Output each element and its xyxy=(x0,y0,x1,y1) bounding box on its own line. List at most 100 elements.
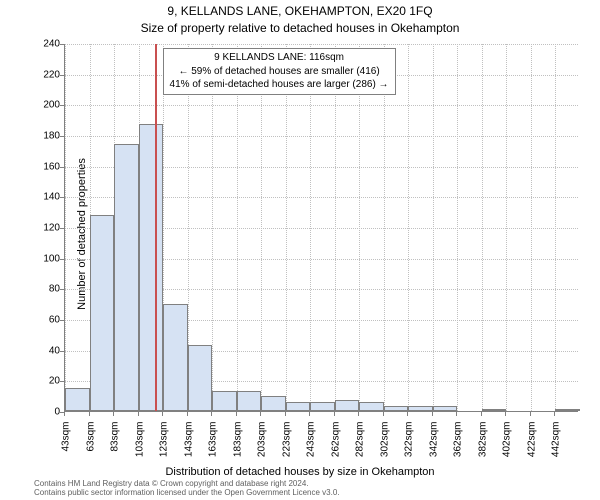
annotation-line: ← 59% of detached houses are smaller (41… xyxy=(170,65,389,79)
xtick-mark xyxy=(187,412,188,416)
xtick-label: 262sqm xyxy=(330,422,341,472)
histogram-bar xyxy=(139,124,164,411)
chart-subtitle: Size of property relative to detached ho… xyxy=(0,20,600,35)
gridline-vertical xyxy=(212,44,213,411)
gridline-vertical xyxy=(482,44,483,411)
ytick-label: 20 xyxy=(30,376,60,387)
histogram-bar xyxy=(286,402,311,411)
xtick-label: 223sqm xyxy=(281,422,292,472)
xtick-label: 442sqm xyxy=(551,422,562,472)
xtick-label: 362sqm xyxy=(453,422,464,472)
xtick-label: 183sqm xyxy=(232,422,243,472)
xtick-mark xyxy=(64,412,65,416)
ytick-mark xyxy=(60,136,64,137)
xtick-mark xyxy=(481,412,482,416)
histogram-bar xyxy=(335,400,360,411)
xtick-label: 382sqm xyxy=(477,422,488,472)
xtick-label: 422sqm xyxy=(526,422,537,472)
histogram-bar xyxy=(114,144,139,411)
gridline-vertical xyxy=(384,44,385,411)
ytick-label: 80 xyxy=(30,284,60,295)
xtick-mark xyxy=(211,412,212,416)
xtick-label: 203sqm xyxy=(257,422,268,472)
xtick-label: 143sqm xyxy=(183,422,194,472)
xtick-label: 43sqm xyxy=(61,422,72,472)
xtick-label: 63sqm xyxy=(85,422,96,472)
ytick-mark xyxy=(60,351,64,352)
xtick-mark xyxy=(162,412,163,416)
ytick-label: 180 xyxy=(30,131,60,142)
ytick-label: 60 xyxy=(30,315,60,326)
histogram-bar xyxy=(212,391,237,411)
histogram-bar xyxy=(90,215,115,411)
ytick-label: 160 xyxy=(30,161,60,172)
gridline-vertical xyxy=(531,44,532,411)
ytick-label: 140 xyxy=(30,192,60,203)
plot-area: 9 KELLANDS LANE: 116sqm← 59% of detached… xyxy=(64,44,578,412)
ytick-mark xyxy=(60,320,64,321)
xtick-mark xyxy=(89,412,90,416)
histogram-bar xyxy=(261,396,286,411)
x-axis-label: Distribution of detached houses by size … xyxy=(0,466,600,478)
ytick-mark xyxy=(60,197,64,198)
histogram-bar xyxy=(482,409,507,411)
credit-line-1: Contains HM Land Registry data © Crown c… xyxy=(34,479,340,489)
xtick-label: 402sqm xyxy=(502,422,513,472)
ytick-label: 100 xyxy=(30,253,60,264)
histogram-bar xyxy=(384,406,409,411)
annotation-box: 9 KELLANDS LANE: 116sqm← 59% of detached… xyxy=(163,48,396,95)
histogram-bar xyxy=(433,406,458,411)
ytick-label: 0 xyxy=(30,407,60,418)
gridline-horizontal xyxy=(65,44,578,45)
gridline-vertical xyxy=(457,44,458,411)
ytick-mark xyxy=(60,228,64,229)
ytick-mark xyxy=(60,167,64,168)
histogram-bar xyxy=(65,388,90,411)
chart-container: 9, KELLANDS LANE, OKEHAMPTON, EX20 1FQ S… xyxy=(0,0,600,500)
xtick-mark xyxy=(505,412,506,416)
gridline-vertical xyxy=(408,44,409,411)
gridline-horizontal xyxy=(65,105,578,106)
chart-title: 9, KELLANDS LANE, OKEHAMPTON, EX20 1FQ xyxy=(0,0,600,20)
xtick-mark xyxy=(554,412,555,416)
ytick-label: 40 xyxy=(30,345,60,356)
xtick-mark xyxy=(432,412,433,416)
xtick-mark xyxy=(285,412,286,416)
annotation-line: 41% of semi-detached houses are larger (… xyxy=(170,78,389,92)
annotation-line: 9 KELLANDS LANE: 116sqm xyxy=(170,51,389,65)
xtick-label: 302sqm xyxy=(379,422,390,472)
ytick-label: 120 xyxy=(30,223,60,234)
xtick-mark xyxy=(456,412,457,416)
xtick-label: 322sqm xyxy=(404,422,415,472)
ytick-mark xyxy=(60,75,64,76)
xtick-mark xyxy=(358,412,359,416)
xtick-mark xyxy=(407,412,408,416)
ytick-mark xyxy=(60,44,64,45)
ytick-mark xyxy=(60,259,64,260)
xtick-mark xyxy=(309,412,310,416)
gridline-vertical xyxy=(310,44,311,411)
ytick-label: 220 xyxy=(30,69,60,80)
xtick-mark xyxy=(138,412,139,416)
histogram-bar xyxy=(163,304,188,411)
xtick-label: 83sqm xyxy=(110,422,121,472)
gridline-vertical xyxy=(555,44,556,411)
ytick-mark xyxy=(60,289,64,290)
gridline-vertical xyxy=(433,44,434,411)
histogram-bar xyxy=(555,409,580,411)
credits-text: Contains HM Land Registry data © Crown c… xyxy=(34,479,340,498)
xtick-mark xyxy=(530,412,531,416)
histogram-bar xyxy=(310,402,335,411)
xtick-label: 282sqm xyxy=(355,422,366,472)
gridline-vertical xyxy=(286,44,287,411)
xtick-label: 103sqm xyxy=(134,422,145,472)
gridline-vertical xyxy=(261,44,262,411)
xtick-label: 243sqm xyxy=(306,422,317,472)
gridline-vertical xyxy=(359,44,360,411)
ytick-label: 240 xyxy=(30,39,60,50)
gridline-vertical xyxy=(65,44,66,411)
xtick-label: 342sqm xyxy=(428,422,439,472)
credit-line-2: Contains public sector information licen… xyxy=(34,488,340,498)
histogram-bar xyxy=(359,402,384,411)
xtick-mark xyxy=(383,412,384,416)
